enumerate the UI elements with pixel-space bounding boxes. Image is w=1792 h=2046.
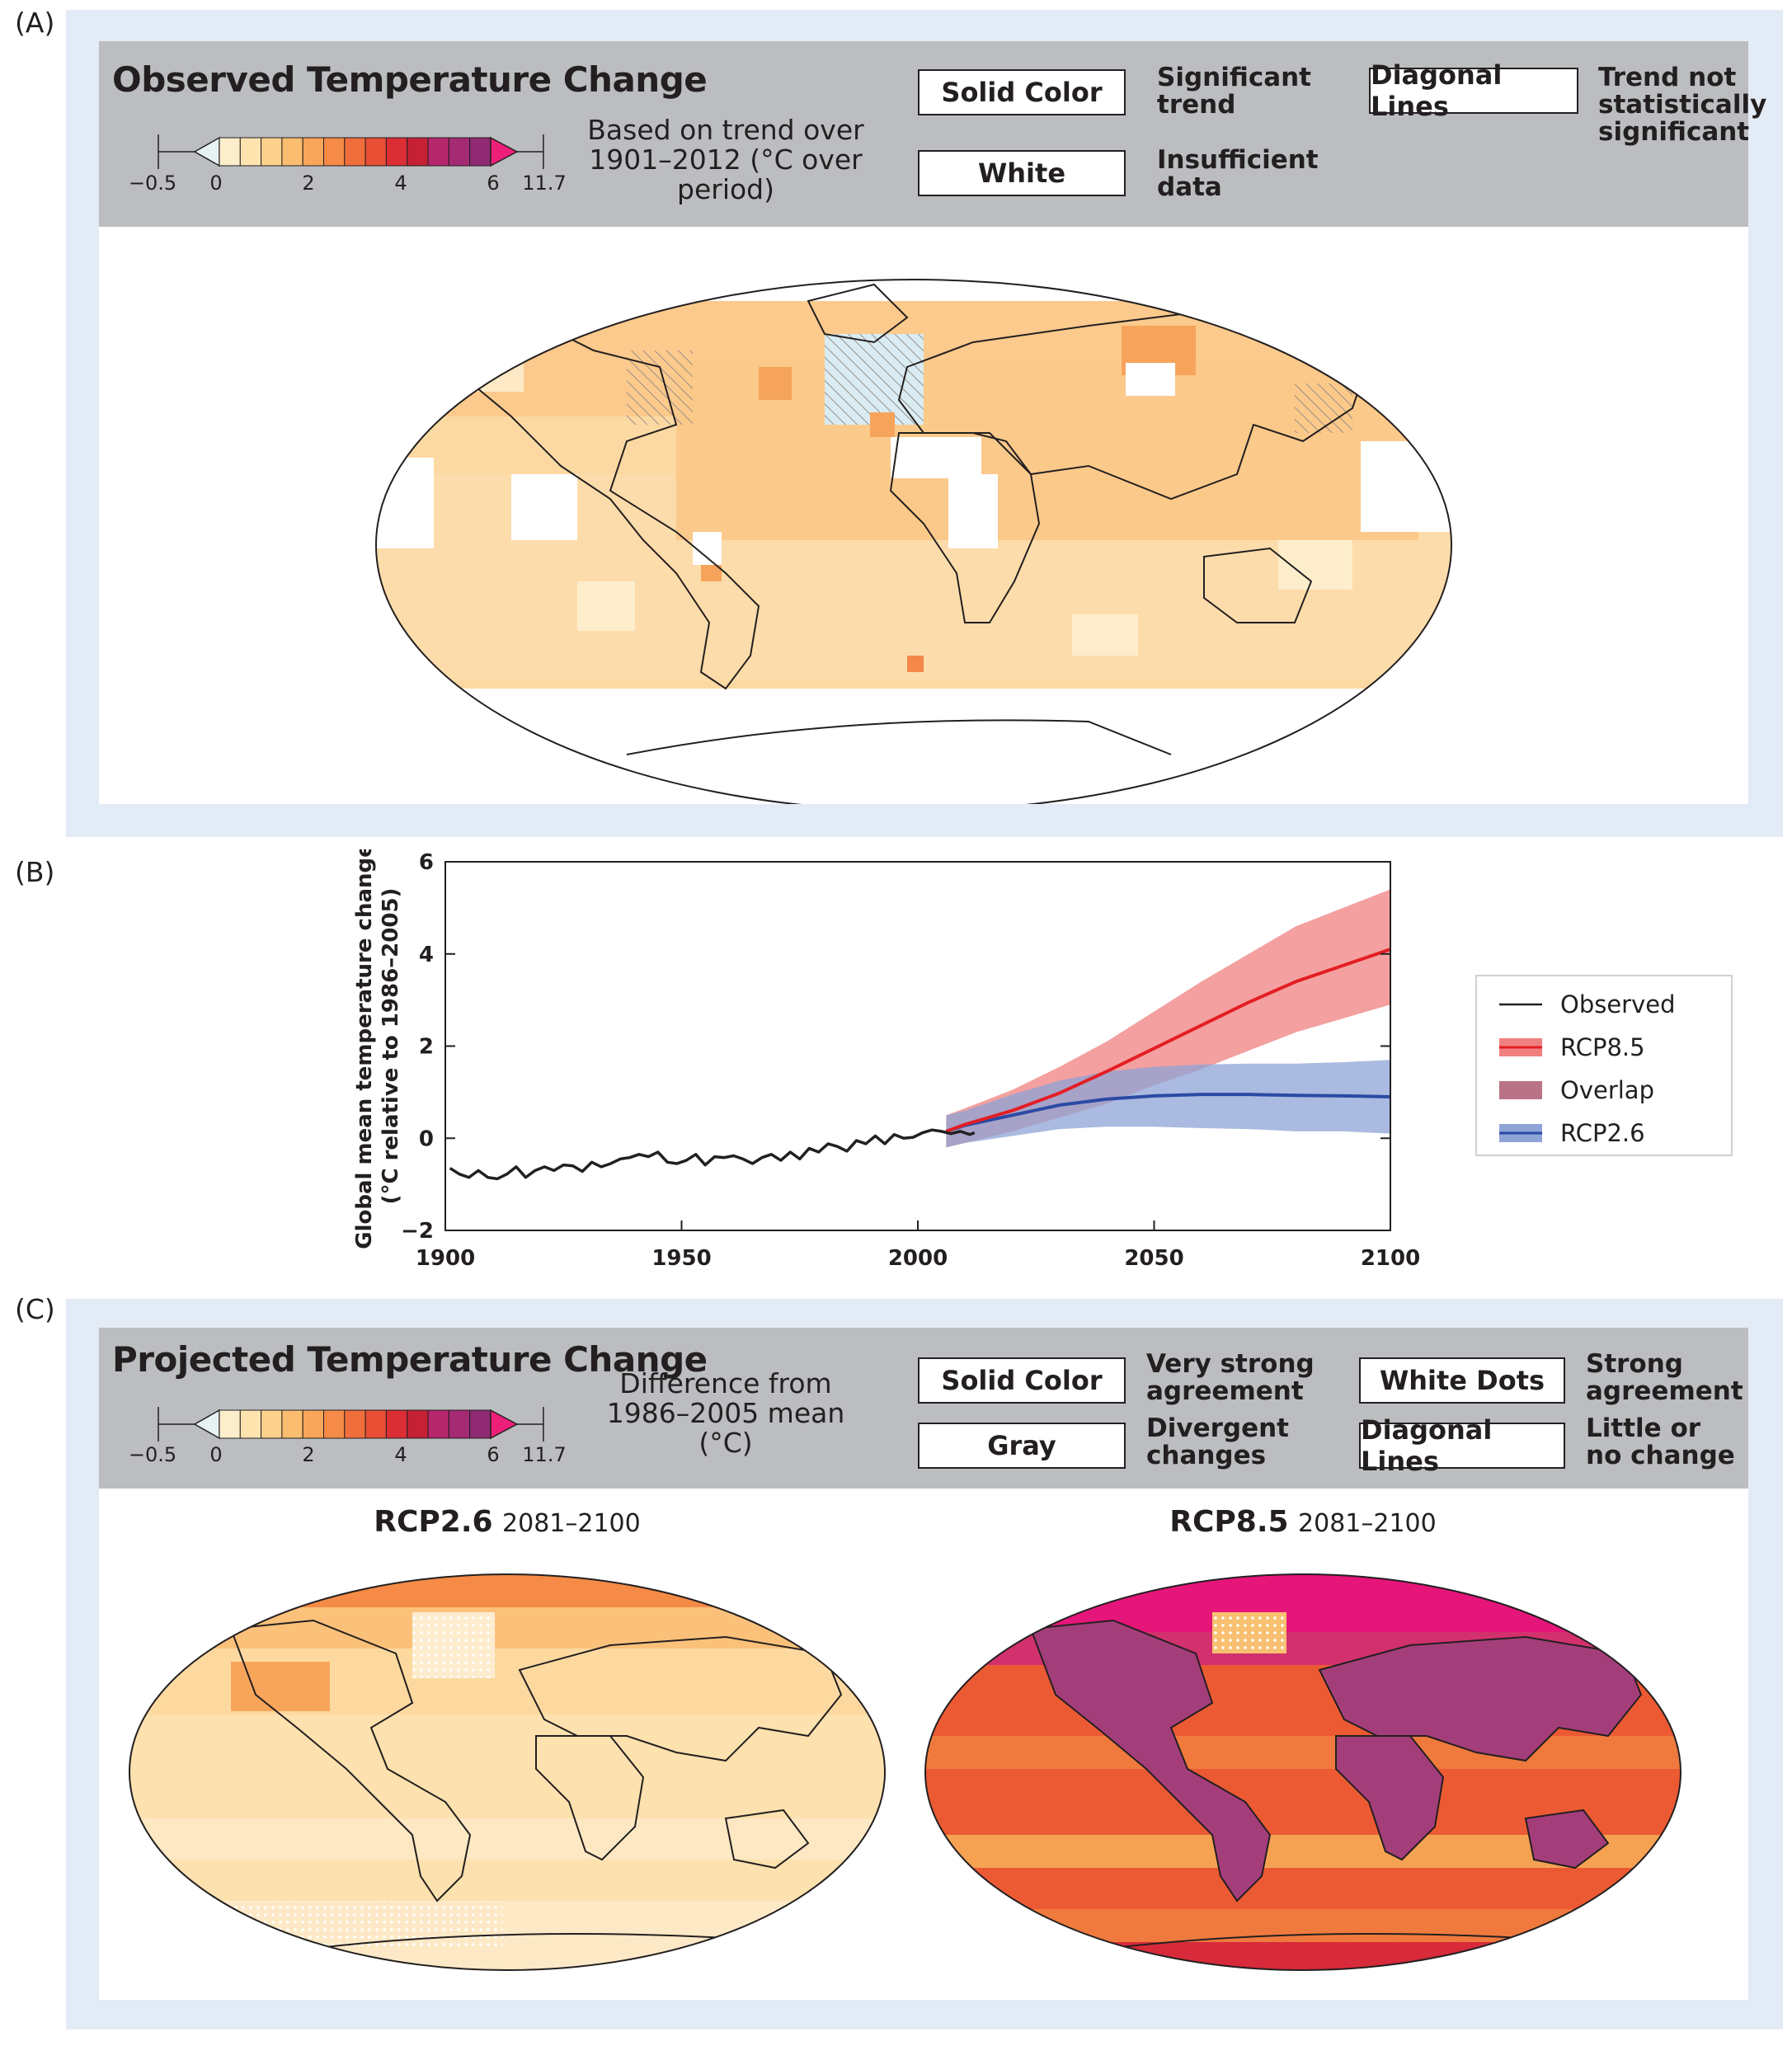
cbar-c-swatch [448, 1409, 471, 1439]
key-c-solid-color-text: Very strong agreement [1146, 1349, 1315, 1406]
key-white: White [918, 150, 1126, 196]
panel-c-map-area: RCP2.6 2081–2100 RCP8.5 2081–2100 [99, 1489, 1748, 2000]
panel-c-colorbar [158, 1407, 544, 1442]
y-tick-label: 0 [419, 1126, 434, 1151]
cbar-c-tick-4: 4 [394, 1443, 407, 1466]
panel-label-b: (B) [15, 856, 55, 888]
cbar-c-tick-0: 0 [209, 1443, 223, 1466]
cbar-a-swatch [261, 137, 283, 167]
cbar-c-swatch [407, 1409, 429, 1439]
cbar-c-cap-low [193, 1409, 220, 1440]
legend-swatch-overlap [1499, 1081, 1542, 1099]
cbar-c-swatch [385, 1409, 408, 1439]
panel-a-map-area [99, 227, 1748, 804]
y-axis-label-units: (°C relative to 1986–2005) [379, 888, 403, 1205]
key-c-white-dots: White Dots [1359, 1357, 1565, 1404]
cbar-a-cap-high [490, 136, 519, 167]
rcp26-line [945, 1093, 1391, 1133]
panel-a-title: Observed Temperature Change [112, 59, 708, 100]
cbar-a-tick-2: 2 [302, 172, 315, 195]
panel-c-title: Projected Temperature Change [112, 1339, 708, 1380]
cbar-a-swatch [448, 137, 471, 167]
cbar-c-tick-max: 11.7 [522, 1443, 567, 1466]
cbar-a-swatch [385, 137, 408, 167]
cbar-a-swatch [281, 137, 303, 167]
key-white-text: Insufficient data [1157, 145, 1319, 202]
cbar-c-swatch [302, 1409, 324, 1439]
x-tick-label: 2100 [1361, 1246, 1420, 1271]
y-tick-label: 6 [419, 850, 434, 875]
panel-label-c: (C) [15, 1293, 55, 1325]
rcp85-map [925, 1574, 1681, 1970]
cbar-a-swatch [239, 137, 262, 167]
cbar-a-swatch [427, 137, 449, 167]
rcp26-map-title: RCP2.6 2081–2100 [374, 1505, 641, 1539]
cbar-a-cap-low [193, 136, 220, 167]
panel-c-header: Projected Temperature Change −0.5 0 2 4 … [99, 1328, 1748, 1489]
observed-line [449, 1128, 976, 1181]
cbar-a-swatch [302, 137, 324, 167]
temperature-chart: −2 0 2 4 6 1900 1950 2000 2050 2100 Global mean te… [352, 849, 1733, 1271]
x-tick-label: 2050 [1124, 1246, 1183, 1271]
panel-label-a: (A) [15, 7, 55, 39]
y-tick-label: −2 [401, 1219, 434, 1244]
x-tick-label: 1950 [651, 1246, 711, 1271]
rcp26-band [946, 1060, 1390, 1148]
cbar-c-tick-2: 2 [302, 1443, 315, 1466]
observed-map [375, 279, 1452, 804]
projected-maps [129, 1573, 1681, 1971]
legend-label: RCP2.6 [1560, 1119, 1645, 1147]
x-tick-label: 2000 [888, 1246, 948, 1271]
cbar-a-tick-0: 0 [209, 172, 223, 195]
cbar-c-swatch [261, 1409, 283, 1439]
panel-a-colorbar [158, 134, 544, 169]
cbar-a-swatch [219, 137, 241, 167]
cbar-c-swatch [239, 1409, 262, 1439]
y-tick-label: 2 [419, 1035, 434, 1060]
key-c-gray: Gray [918, 1423, 1126, 1469]
legend-label: Overlap [1560, 1076, 1654, 1104]
key-c-gray-text: Divergent changes [1146, 1413, 1289, 1470]
key-solid-color: Solid Color [918, 69, 1126, 115]
cbar-a-swatch [344, 137, 366, 167]
key-diagonal-lines-text: Trend not statistically significant [1598, 63, 1767, 147]
cbar-c-swatch [323, 1409, 346, 1439]
panel-c-description: Difference from 1986–2005 mean (°C) [606, 1367, 845, 1459]
key-c-diagonal-lines-text: Little or no change [1586, 1413, 1735, 1470]
cbar-a-tick-neg: −0.5 [128, 172, 177, 195]
rcp85-map-title: RCP8.5 2081–2100 [1169, 1505, 1437, 1539]
cbar-c-tick-6: 6 [487, 1443, 500, 1466]
legend-label: RCP8.5 [1560, 1033, 1645, 1061]
y-tick-label: 4 [419, 943, 434, 967]
cbar-c-cap-high [490, 1409, 519, 1440]
cbar-a-swatch [469, 137, 492, 167]
panel-a-description: Based on trend over 1901–2012 (°C over p… [587, 114, 864, 205]
key-diagonal-lines: Diagonal Lines [1369, 59, 1578, 122]
x-tick-label: 1900 [416, 1246, 475, 1271]
cbar-a-swatch [323, 137, 346, 167]
cbar-a-swatch [365, 137, 387, 167]
rcp26-map [129, 1574, 885, 1970]
cbar-c-swatch [427, 1409, 449, 1439]
cbar-a-tick-6: 6 [487, 172, 500, 195]
cbar-a-swatch [407, 137, 429, 167]
rcp85-line [945, 948, 1391, 1133]
panel-a-header: Observed Temperature Change −0.5 0 2 4 6… [99, 41, 1766, 227]
cbar-c-swatch [219, 1409, 241, 1439]
cbar-c-swatch [281, 1409, 303, 1439]
cbar-a-tick-max: 11.7 [522, 172, 567, 195]
key-c-white-dots-text: Strong agreement [1586, 1349, 1743, 1406]
cbar-a-tick-4: 4 [394, 172, 407, 195]
cbar-c-tick-neg: −0.5 [128, 1443, 177, 1466]
key-solid-color-text: Significant trend [1157, 63, 1311, 120]
key-c-solid-color: Solid Color [918, 1357, 1126, 1404]
y-axis-label: Global mean temperature change [352, 849, 377, 1249]
legend-label: Observed [1560, 990, 1676, 1018]
cbar-c-swatch [365, 1409, 387, 1439]
key-c-diagonal-lines: Diagonal Lines [1359, 1414, 1565, 1477]
cbar-c-swatch [344, 1409, 366, 1439]
cbar-c-swatch [469, 1409, 492, 1439]
